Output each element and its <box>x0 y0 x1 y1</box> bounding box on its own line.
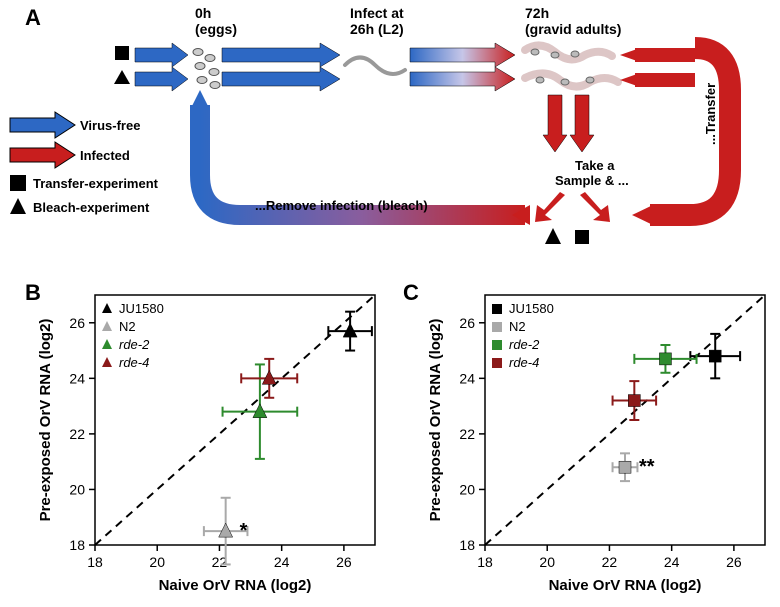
svg-text:20: 20 <box>69 481 85 497</box>
svg-text:Pre-exposed OrV RNA (log2): Pre-exposed OrV RNA (log2) <box>427 319 444 522</box>
panel-b-chart: 18182020222224242626*Naive OrV RNA (log2… <box>30 280 390 600</box>
t26-label: Infect at 26h (L2) <box>350 5 408 37</box>
t72-label: 72h (gravid adults) <box>525 5 621 37</box>
blue-arrow-2a <box>222 43 340 67</box>
blue-arrow-2b <box>222 67 340 91</box>
down-red-2 <box>570 95 594 152</box>
bleach-label-text: Bleach-experiment <box>33 200 150 215</box>
diagram-legend: Virus-free Infected Transfer-experiment … <box>10 112 159 215</box>
svg-text:24: 24 <box>459 370 475 386</box>
svg-text:24: 24 <box>274 554 290 570</box>
svg-text:Naive OrV RNA (log2): Naive OrV RNA (log2) <box>159 577 312 594</box>
blue-arrow-1a <box>135 43 188 67</box>
sample-label: Take a Sample & ... <box>555 158 629 188</box>
svg-text:rde-2: rde-2 <box>119 337 150 352</box>
svg-text:26: 26 <box>726 554 742 570</box>
svg-text:18: 18 <box>477 554 493 570</box>
transfer-label-text: Transfer-experiment <box>33 176 159 191</box>
sample-square-icon <box>575 230 589 244</box>
svg-text:N2: N2 <box>119 319 136 334</box>
eggs-icon <box>193 49 220 89</box>
svg-text:24: 24 <box>664 554 680 570</box>
svg-text:20: 20 <box>539 554 555 570</box>
svg-text:22: 22 <box>459 426 475 442</box>
split-right-1 <box>580 192 610 222</box>
start-triangle-icon <box>114 70 130 84</box>
diagram-svg: 0h (eggs) Infect at 26h (L2) 72h (gravid… <box>0 0 780 270</box>
worm-l2-icon <box>345 58 405 75</box>
svg-text:N2: N2 <box>509 319 526 334</box>
svg-text:22: 22 <box>602 554 618 570</box>
infected-label: Infected <box>80 148 130 163</box>
svg-text:JU1580: JU1580 <box>119 301 164 316</box>
gradient-arrow-a <box>410 43 515 67</box>
svg-text:18: 18 <box>87 554 103 570</box>
t0-label: 0h (eggs) <box>195 5 237 37</box>
blue-arrow-1b <box>135 67 188 91</box>
chart-c-svg: 1818 20 20 22 22 24 24 26 26 ** Naive OrV RNA (log… <box>420 280 780 600</box>
svg-text:Pre-exposed OrV RNA (log2): Pre-exposed OrV RNA (log2) <box>37 319 54 522</box>
svg-text:26: 26 <box>336 554 352 570</box>
svg-text:26: 26 <box>459 315 475 331</box>
infected-arrow-icon <box>10 142 75 168</box>
svg-text:22: 22 <box>69 426 85 442</box>
bleach-triangle-icon <box>10 198 26 214</box>
svg-text:26: 26 <box>69 315 85 331</box>
transfer-label: ...Transfer <box>703 83 718 145</box>
virus-free-label: Virus-free <box>80 118 140 133</box>
svg-text:20: 20 <box>459 481 475 497</box>
gravid-adults-icon <box>525 45 618 86</box>
svg-text:*: * <box>240 520 248 542</box>
svg-text:**: ** <box>639 456 655 478</box>
transfer-square-icon <box>10 175 26 191</box>
gradient-arrow-b <box>410 67 515 91</box>
panel-a-diagram: 0h (eggs) Infect at 26h (L2) 72h (gravid… <box>0 0 780 270</box>
svg-text:rde-4: rde-4 <box>119 355 149 370</box>
svg-text:rde-4: rde-4 <box>509 355 539 370</box>
panel-c-chart: 1818 20 20 22 22 24 24 26 26 ** Naive OrV RNA (log… <box>420 280 780 600</box>
svg-text:24: 24 <box>69 370 85 386</box>
start-square-icon <box>115 46 129 60</box>
sample-triangle-icon <box>545 228 561 244</box>
svg-text:20: 20 <box>149 554 165 570</box>
svg-text:18: 18 <box>69 537 85 553</box>
chart-b-svg: 18182020222224242626*Naive OrV RNA (log2… <box>30 280 390 600</box>
figure: A 0h (eggs) Infect at <box>0 0 780 607</box>
svg-text:JU1580: JU1580 <box>509 301 554 316</box>
remove-label: ...Remove infection (bleach) <box>255 198 428 213</box>
down-red-1 <box>543 95 567 152</box>
panel-c-label: C <box>403 280 419 306</box>
svg-text:rde-2: rde-2 <box>509 337 540 352</box>
svg-text:18: 18 <box>459 537 475 553</box>
split-left-1 <box>535 192 565 222</box>
virus-free-arrow-icon <box>10 112 75 138</box>
svg-text:Naive OrV RNA (log2): Naive OrV RNA (log2) <box>549 577 702 594</box>
